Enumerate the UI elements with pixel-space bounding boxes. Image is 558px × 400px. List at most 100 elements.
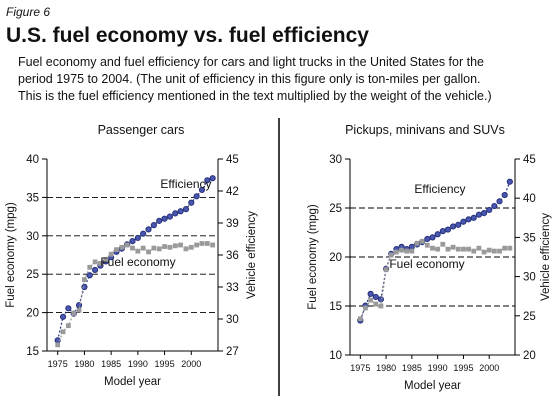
point: [455, 246, 461, 252]
point: [419, 238, 425, 244]
point: [146, 249, 151, 255]
x-tick-label: 1985: [101, 359, 121, 369]
point: [119, 244, 125, 250]
point: [108, 251, 114, 257]
point: [461, 246, 466, 252]
y2-tick-label: 36: [226, 250, 239, 262]
point: [204, 177, 211, 184]
point: [455, 221, 462, 228]
point: [65, 305, 72, 312]
point: [357, 316, 363, 322]
y2-tick-label: 42: [226, 186, 239, 198]
series-line: [57, 242, 213, 346]
point: [103, 257, 109, 263]
point: [450, 223, 457, 230]
point: [444, 226, 452, 233]
point: [71, 310, 77, 316]
point: [409, 248, 415, 254]
point: [491, 248, 497, 254]
point: [114, 247, 119, 253]
point: [414, 240, 420, 246]
point: [182, 206, 190, 213]
point: [82, 277, 87, 282]
point: [76, 307, 82, 313]
point: [135, 248, 141, 254]
point: [130, 245, 135, 251]
point: [460, 218, 467, 225]
point: [150, 222, 157, 229]
point: [59, 313, 67, 320]
point: [166, 213, 174, 220]
point: [496, 198, 503, 205]
caption-line: This is the fuel efficiency mentioned in…: [18, 89, 492, 103]
point: [430, 245, 435, 251]
point: [445, 246, 451, 252]
point: [394, 249, 399, 255]
point: [151, 245, 157, 251]
point: [210, 242, 216, 248]
point: [194, 242, 200, 248]
y2-axis-label: Vehicle efficiency: [246, 211, 258, 299]
y2-tick-label: 40: [523, 193, 536, 205]
y-tick-label: 20: [26, 308, 39, 320]
point: [167, 244, 173, 250]
point: [140, 230, 147, 237]
point: [204, 241, 210, 246]
point: [140, 245, 146, 251]
point: [134, 234, 141, 242]
point: [156, 217, 163, 224]
point: [470, 214, 477, 221]
y2-tick-label: 20: [523, 350, 536, 362]
figure-label: Figure 6: [6, 5, 50, 19]
point: [188, 199, 195, 206]
y2-tick-label: 33: [226, 282, 239, 294]
x-tick-label: 1995: [453, 363, 473, 373]
point: [465, 216, 472, 223]
point: [91, 266, 99, 274]
point: [507, 245, 513, 251]
point: [497, 248, 502, 254]
point: [450, 244, 456, 250]
point: [377, 296, 385, 303]
panel-title: Passenger cars: [98, 123, 185, 137]
point: [471, 248, 477, 254]
point: [506, 178, 513, 185]
y2-tick-label: 27: [226, 346, 239, 358]
point: [424, 242, 430, 248]
point: [172, 243, 178, 249]
point: [486, 247, 492, 253]
point: [383, 267, 389, 273]
point: [439, 228, 446, 235]
y2-tick-label: 30: [226, 314, 239, 326]
x-tick-label: 1980: [74, 359, 94, 369]
y-tick-label: 30: [329, 154, 342, 166]
figure-title: U.S. fuel economy vs. fuel efficiency: [6, 24, 369, 47]
series-label: Efficiency: [160, 177, 211, 191]
x-tick-label: 2000: [479, 363, 499, 373]
point: [373, 301, 379, 307]
point: [98, 261, 103, 266]
point: [475, 211, 483, 218]
y-tick-label: 25: [329, 203, 342, 215]
point: [429, 234, 436, 241]
y-tick-label: 40: [26, 154, 39, 166]
point: [440, 241, 446, 247]
y2-tick-label: 39: [226, 218, 239, 230]
point: [486, 206, 493, 214]
y2-axis-label: Vehicle efficiency: [540, 213, 552, 301]
x-tick-label: 1990: [428, 363, 448, 373]
point: [198, 186, 206, 194]
x-axis-label: Model year: [104, 376, 161, 388]
point: [129, 238, 136, 245]
y2-tick-label: 45: [226, 154, 239, 166]
x-tick-label: 1980: [376, 363, 396, 373]
panel-title: Pickups, minivans and SUVs: [345, 123, 505, 137]
point: [424, 235, 431, 243]
point: [177, 208, 184, 215]
point: [491, 202, 498, 210]
point: [60, 329, 66, 335]
y2-tick-label: 30: [523, 272, 536, 284]
y-axis-label: Fuel economy (mpg): [5, 202, 17, 308]
x-tick-label: 1985: [402, 363, 422, 373]
y-tick-label: 25: [26, 269, 39, 281]
